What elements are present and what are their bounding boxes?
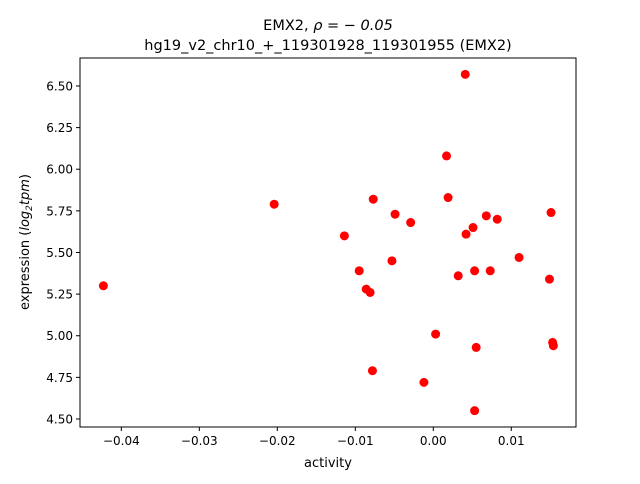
y-tick-label: 5.00 (46, 329, 73, 343)
data-point (544, 274, 554, 284)
data-point (365, 287, 375, 297)
data-point (468, 223, 478, 233)
data-point (387, 256, 397, 266)
data-point (460, 69, 470, 79)
data-point (354, 266, 364, 276)
data-point (443, 193, 453, 203)
data-point (431, 329, 441, 339)
x-tick-label: −0.02 (259, 434, 296, 448)
data-point (470, 266, 480, 276)
data-point (485, 266, 495, 276)
data-point (470, 406, 480, 416)
y-tick-label: 5.25 (46, 288, 73, 302)
x-tick-label: 0.01 (498, 434, 525, 448)
data-point (461, 229, 471, 239)
y-tick-label: 6.00 (46, 163, 73, 177)
x-tick-label: 0.00 (420, 434, 447, 448)
y-tick-label: 5.75 (46, 204, 73, 218)
data-point (453, 271, 463, 281)
data-point (339, 231, 349, 241)
x-axis-label: activity (304, 456, 352, 471)
x-tick-label: −0.01 (337, 434, 374, 448)
x-tick-label: −0.04 (103, 434, 140, 448)
y-axis-label: expression (log2tpm) (18, 174, 35, 310)
data-point (548, 341, 558, 351)
data-point (406, 218, 416, 228)
data-point (269, 199, 279, 209)
data-point (492, 214, 502, 224)
data-point (419, 377, 429, 387)
data-point (546, 208, 556, 218)
x-tick-label: −0.03 (181, 434, 218, 448)
data-point (367, 366, 377, 376)
y-tick-label: 5.50 (46, 246, 73, 260)
data-point (98, 281, 108, 291)
data-point (390, 209, 400, 219)
y-tick-label: 6.50 (46, 79, 73, 93)
y-tick-label: 6.25 (46, 121, 73, 135)
chart-title-line2: hg19_v2_chr10_+_119301928_119301955 (EMX… (144, 38, 511, 54)
data-point (442, 151, 452, 161)
y-tick-label: 4.50 (46, 413, 73, 427)
axes-frame (79, 57, 577, 428)
data-point (514, 252, 524, 262)
plot-area: −0.04 −0.03 −0.02 −0.01 0.00 0.01 4.50 4.75 5.00… (46, 69, 558, 448)
data-point (481, 211, 491, 221)
data-point (471, 342, 481, 352)
data-point (368, 194, 378, 204)
chart-title-line1: EMX2, ρ = − 0.05 (263, 18, 393, 34)
y-tick-label: 4.75 (46, 371, 73, 385)
